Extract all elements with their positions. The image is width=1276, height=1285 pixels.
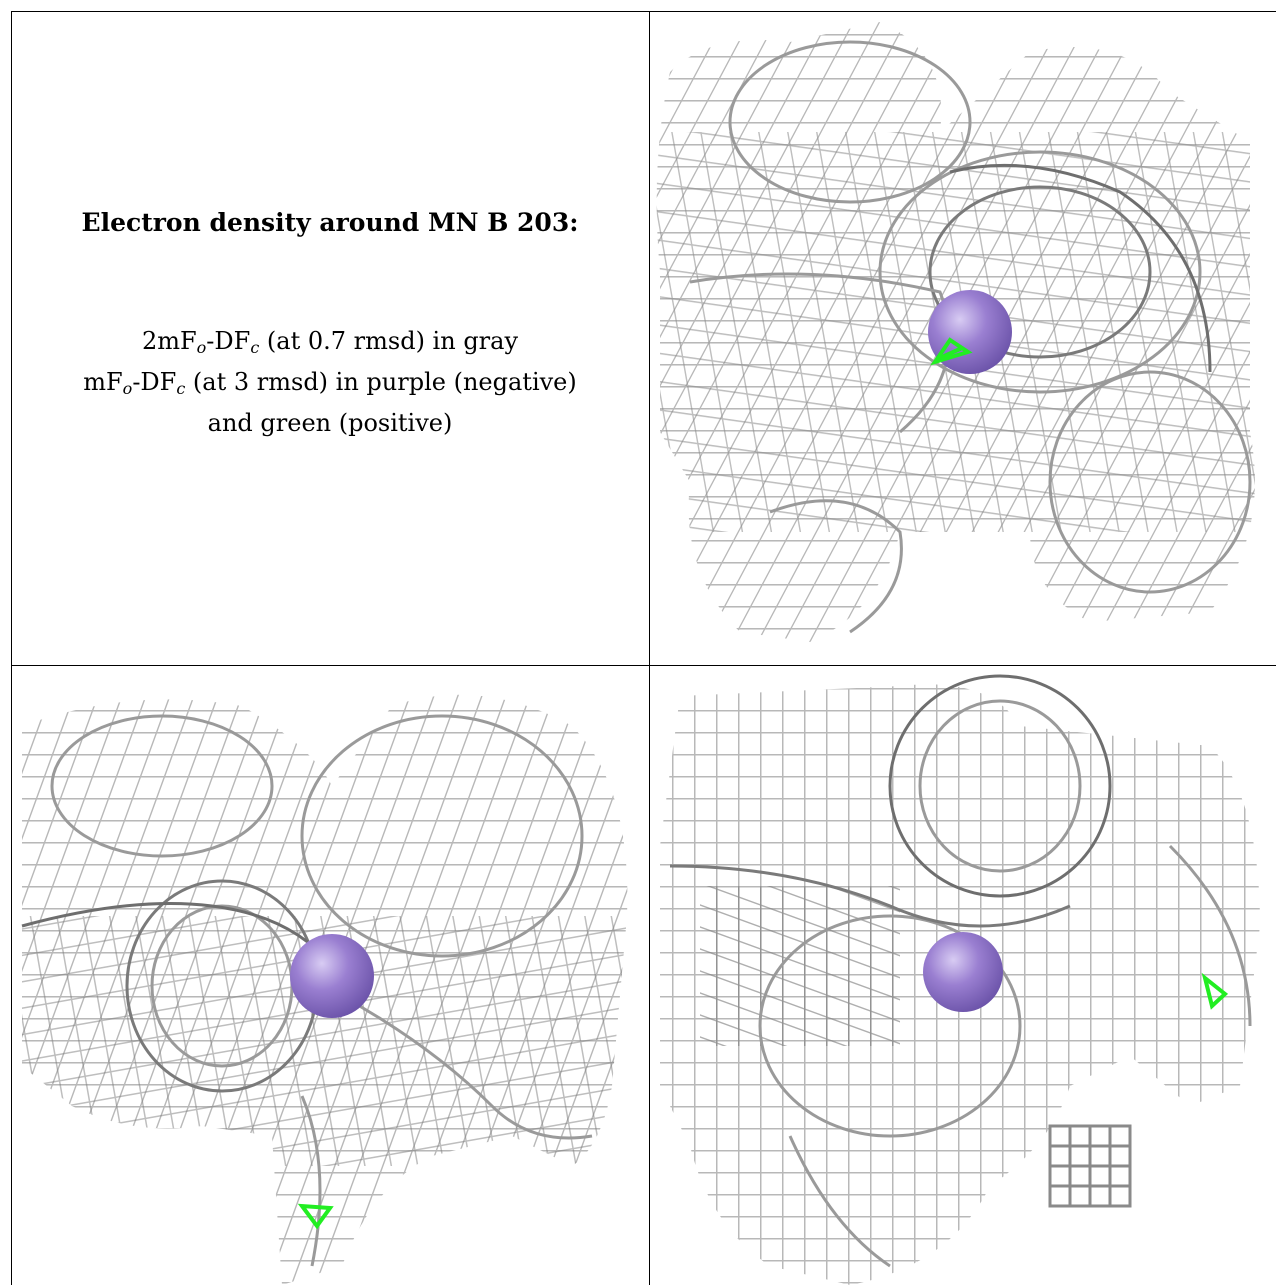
caption-line-2-mid: -DF: [132, 368, 177, 396]
border-middle-horizontal: [11, 665, 1276, 666]
density-view-bottom-right: [650, 666, 1276, 1285]
caption-line-2-pre: mF: [83, 368, 123, 396]
caption-line-1-mid: -DF: [206, 327, 251, 355]
density-view-top-right: [650, 12, 1276, 664]
border-middle-vertical: [649, 11, 650, 1285]
caption-line-1: 2mFo-DFc (at 0.7 rmsd) in gray: [12, 324, 648, 365]
caption-line-1-sub-o: o: [196, 338, 207, 357]
positive-density-green-3: [1201, 972, 1229, 1010]
mesh-contours-1: [689, 40, 1252, 634]
caption-description: 2mFo-DFc (at 0.7 rmsd) in gray mFo-DFc (…: [12, 324, 648, 440]
caption-title: Electron density around MN B 203:: [81, 208, 579, 237]
caption-line-1-pre: 2mF: [141, 327, 197, 355]
mesh-small-cage-3: [1048, 1124, 1132, 1208]
density-mesh-svg-1: [656, 22, 1255, 642]
positive-density-green-1: [930, 337, 973, 366]
density-mesh-svg-2: [21, 694, 628, 1285]
mesh-contours-3: [669, 674, 1252, 1268]
mn-atom-sphere-2: [290, 934, 374, 1018]
caption-line-2-post: (at 3 rmsd) in purple (negative): [185, 368, 577, 396]
caption-line-3: and green (positive): [207, 409, 453, 437]
positive-density-green-2: [297, 1203, 334, 1230]
mesh-contours-2: [21, 714, 593, 1267]
caption-line-2-sub-o: o: [122, 379, 133, 398]
mn-atom-sphere-3: [923, 932, 1003, 1012]
density-view-bottom-left: [12, 666, 648, 1285]
caption-line-1-sub-c: c: [250, 338, 260, 357]
border-left: [11, 11, 12, 1285]
caption-line-2-sub-c: c: [176, 379, 186, 398]
caption-panel: Electron density around MN B 203: 2mFo-D…: [12, 12, 648, 664]
caption-line-2: mFo-DFc (at 3 rmsd) in purple (negative): [12, 365, 648, 406]
caption-line-1-post: (at 0.7 rmsd) in gray: [259, 327, 519, 355]
density-mesh-svg-3: [660, 674, 1260, 1285]
border-top: [11, 11, 1276, 12]
